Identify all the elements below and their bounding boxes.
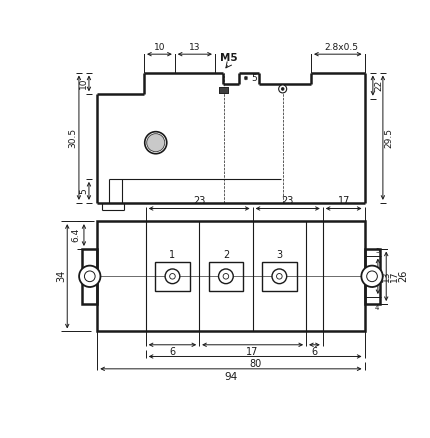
Text: 17: 17 xyxy=(246,347,258,357)
Text: 6.4: 6.4 xyxy=(71,228,80,242)
Text: 10: 10 xyxy=(154,43,165,52)
Text: 34: 34 xyxy=(56,270,66,283)
Text: 2.8x0.5: 2.8x0.5 xyxy=(323,43,357,52)
Text: 1: 1 xyxy=(169,250,175,260)
Circle shape xyxy=(146,134,164,152)
Text: 17: 17 xyxy=(389,271,398,282)
Text: 80: 80 xyxy=(249,359,261,369)
Text: 3: 3 xyxy=(276,250,282,260)
Text: 30.5: 30.5 xyxy=(69,127,77,148)
Text: 10: 10 xyxy=(79,78,88,89)
Circle shape xyxy=(84,271,95,282)
Text: 13: 13 xyxy=(189,43,200,52)
Text: 5: 5 xyxy=(250,74,256,82)
Text: 22: 22 xyxy=(373,80,382,91)
Circle shape xyxy=(281,88,283,90)
Bar xyxy=(364,249,379,304)
Bar xyxy=(208,261,243,291)
Circle shape xyxy=(144,132,166,154)
Bar xyxy=(218,87,228,93)
Text: M5: M5 xyxy=(220,53,237,63)
Circle shape xyxy=(278,85,286,93)
Circle shape xyxy=(271,269,286,284)
Text: 13: 13 xyxy=(381,271,390,282)
Text: 29.5: 29.5 xyxy=(384,128,393,148)
Bar xyxy=(97,221,364,332)
Circle shape xyxy=(169,273,175,279)
Bar xyxy=(261,261,296,291)
Text: 6: 6 xyxy=(310,347,317,357)
Text: 5: 5 xyxy=(374,248,378,254)
Text: 23: 23 xyxy=(193,197,205,206)
Circle shape xyxy=(366,271,377,282)
Bar xyxy=(82,249,97,304)
Bar xyxy=(155,261,189,291)
Text: 6: 6 xyxy=(169,347,175,357)
Text: 94: 94 xyxy=(224,371,237,381)
Circle shape xyxy=(360,265,382,287)
Circle shape xyxy=(79,265,100,287)
Text: 4: 4 xyxy=(374,305,378,311)
Circle shape xyxy=(223,273,228,279)
Bar xyxy=(218,87,228,93)
Circle shape xyxy=(165,269,179,284)
Text: 2: 2 xyxy=(222,250,228,260)
Text: 26: 26 xyxy=(398,270,408,283)
Text: 5: 5 xyxy=(79,188,88,194)
Text: 23: 23 xyxy=(281,197,293,206)
Circle shape xyxy=(218,269,233,284)
Text: 17: 17 xyxy=(337,197,349,206)
Circle shape xyxy=(276,273,282,279)
